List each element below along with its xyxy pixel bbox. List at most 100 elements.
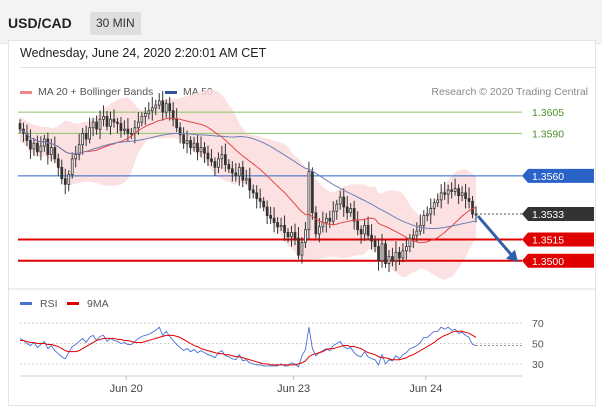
candle-body <box>279 224 283 228</box>
candle-body <box>217 158 220 168</box>
candle-body <box>123 128 126 131</box>
symbol-title: USD/CAD <box>8 15 72 31</box>
timeframe-badge[interactable]: 30 MIN <box>90 12 141 35</box>
candle-body <box>283 224 286 233</box>
candle-body <box>439 192 443 201</box>
candle-body <box>432 202 436 209</box>
candle-body <box>189 140 192 148</box>
level-label-current-price: 1.3533 <box>532 209 564 221</box>
candle-body <box>206 152 210 160</box>
candle-body <box>328 217 332 222</box>
rsi-ma-swatch <box>67 302 79 305</box>
candle-body <box>297 237 300 256</box>
candle-body <box>352 207 356 222</box>
candle-body <box>415 230 419 236</box>
candle-body <box>140 116 144 123</box>
candle-body <box>394 251 398 262</box>
candle-body <box>359 229 363 235</box>
candle-body <box>272 217 276 223</box>
candle-body <box>338 196 342 205</box>
candle-body <box>335 203 339 212</box>
candle-body <box>401 250 405 259</box>
candle-body <box>210 158 213 163</box>
candle-body <box>164 103 168 113</box>
candle-body <box>387 256 391 264</box>
rsi-swatch <box>20 302 32 305</box>
candle-body <box>56 158 60 168</box>
ma50-swatch <box>165 90 177 94</box>
rsi-tick-label: 30 <box>532 359 544 371</box>
legend-ma20: MA 20 + Bollinger Bands <box>20 86 153 98</box>
candle-body <box>175 118 178 129</box>
candle-body <box>213 161 217 168</box>
candle-body <box>262 200 266 208</box>
chart-timestamp: Wednesday, June 24, 2020 2:20:01 AM CET <box>20 46 267 60</box>
candle-body <box>116 121 119 124</box>
candle-body <box>436 199 440 204</box>
candle-body <box>147 110 151 114</box>
candle-body <box>224 154 227 165</box>
candle-body <box>63 178 67 185</box>
candle-body <box>304 229 307 243</box>
candle-body <box>443 192 447 195</box>
rsi-legend-label: RSI <box>40 298 58 310</box>
candle-body <box>255 192 259 199</box>
candle-body <box>286 232 290 238</box>
candle-body <box>314 212 318 235</box>
candle-body <box>411 234 415 239</box>
candle-body <box>119 123 123 131</box>
rsi-tick-label: 70 <box>532 318 544 330</box>
level-label-support: 1.3500 <box>532 256 564 268</box>
level-tag-support <box>522 253 594 268</box>
level-label-resistance: 1.3605 <box>532 107 564 119</box>
candle-body <box>342 196 346 208</box>
rsi-line <box>19 326 477 368</box>
candle-body <box>269 215 272 219</box>
candle-body <box>29 140 32 150</box>
candle-body <box>345 206 349 214</box>
candle-body <box>318 226 321 235</box>
candle-body <box>408 237 412 248</box>
ma20-swatch <box>20 90 32 94</box>
candle-body <box>105 116 109 127</box>
candle-body <box>84 132 88 140</box>
candle-body <box>203 147 206 154</box>
candle-body <box>171 110 175 120</box>
candle-body <box>112 118 116 123</box>
candle-body <box>88 127 91 140</box>
candle-body <box>192 142 196 148</box>
candle-body <box>398 251 401 259</box>
candle-body <box>161 100 165 113</box>
level-tag-support <box>522 232 594 247</box>
candle-body <box>154 104 158 109</box>
candle-body <box>450 189 453 192</box>
candle-body <box>49 147 53 156</box>
candle-body <box>356 220 360 231</box>
header-divider <box>20 67 596 68</box>
forecast-arrow-shaft <box>476 215 515 258</box>
candle-body <box>446 189 450 195</box>
candle-body <box>244 178 248 181</box>
candle-body <box>185 140 189 144</box>
candle-body <box>102 116 105 120</box>
ma20-line <box>19 117 477 244</box>
candle-body <box>474 213 478 216</box>
candle-body <box>241 166 245 181</box>
candle-body <box>178 127 182 136</box>
candle-body <box>366 224 370 236</box>
level-label-resistance: 1.3590 <box>532 128 564 140</box>
candle-body <box>471 200 474 215</box>
candle-body <box>182 134 185 144</box>
candle-body <box>46 138 50 156</box>
candle-body <box>457 188 460 197</box>
candle-body <box>311 171 314 214</box>
candle-body <box>265 206 269 216</box>
candle-body <box>70 158 74 175</box>
candle-body <box>324 217 328 223</box>
candle-body <box>36 142 39 153</box>
candle-body <box>453 188 457 192</box>
level-tag-current-price <box>522 207 594 222</box>
candle-body <box>460 192 464 197</box>
candle-body <box>39 145 43 153</box>
candle-body <box>25 132 29 141</box>
